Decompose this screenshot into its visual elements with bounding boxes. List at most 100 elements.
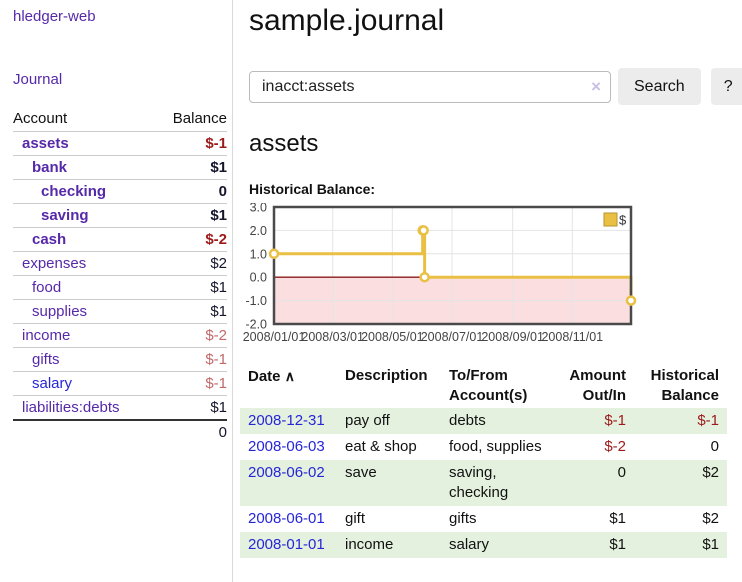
account-link-income[interactable]: income xyxy=(22,327,71,344)
account-link-supplies[interactable]: supplies xyxy=(32,303,88,320)
search-input[interactable] xyxy=(249,70,611,103)
search-box: × xyxy=(249,70,611,103)
account-row: bank $1 xyxy=(13,155,227,180)
transaction-amount: $-2 xyxy=(604,438,626,455)
account-row: checking 0 xyxy=(13,179,227,204)
transaction-description: eat & shop xyxy=(345,438,417,455)
svg-text:-1.0: -1.0 xyxy=(245,294,267,308)
transaction-row: 2008-06-02 save saving, checking 0 $2 xyxy=(240,460,727,506)
register-table: Date ∧ Description To/From Account(s) Am… xyxy=(240,364,727,558)
search-button[interactable]: Search xyxy=(618,68,701,105)
transaction-amount: 0 xyxy=(617,464,626,481)
transaction-description: income xyxy=(345,536,394,553)
account-link-salary[interactable]: salary xyxy=(32,375,73,392)
transaction-balance: $2 xyxy=(702,464,719,481)
account-balance: 0 xyxy=(143,179,227,204)
account-link-gifts[interactable]: gifts xyxy=(32,351,60,368)
transaction-balance: $1 xyxy=(702,536,719,553)
account-row: salary $-1 xyxy=(13,371,227,396)
account-balance: $1 xyxy=(143,155,227,180)
register-header-tofrom: To/From Account(s) xyxy=(449,367,528,404)
svg-text:-2.0: -2.0 xyxy=(245,318,267,332)
account-row: saving $1 xyxy=(13,203,227,228)
svg-text:2008/09/01: 2008/09/01 xyxy=(481,330,544,344)
account-balance: $-1 xyxy=(143,371,227,396)
account-row: gifts $-1 xyxy=(13,347,227,372)
account-row: supplies $1 xyxy=(13,299,227,324)
accounts-header-balance: Balance xyxy=(172,110,227,127)
transaction-tofrom: food, supplies xyxy=(449,438,542,455)
account-balance: $2 xyxy=(143,251,227,276)
account-link-bank[interactable]: bank xyxy=(32,159,68,176)
transaction-balance: $2 xyxy=(702,510,719,527)
historical-balance-chart: $3.0 2.0 1.0 0.0 -1.0 -2.02008/01/012008/03/0… xyxy=(243,203,637,344)
transaction-tofrom: debts xyxy=(449,412,486,429)
transaction-tofrom: salary xyxy=(449,536,490,553)
svg-text:2008/01/01: 2008/01/01 xyxy=(243,330,306,344)
account-link-cash[interactable]: cash xyxy=(32,231,67,248)
transaction-tofrom: saving, checking xyxy=(449,464,509,501)
register-header-row: Date ∧ Description To/From Account(s) Am… xyxy=(240,364,727,408)
account-link-saving[interactable]: saving xyxy=(41,207,89,224)
account-link-assets[interactable]: assets xyxy=(22,135,69,152)
help-button[interactable]: ? xyxy=(710,68,742,105)
search-form: × Search ? xyxy=(249,68,742,105)
page-title: sample.journal xyxy=(249,4,445,37)
transaction-date-link[interactable]: 2008-06-01 xyxy=(248,510,325,527)
accounts-header-row: Account Balance xyxy=(13,108,227,132)
accounts-total-value: 0 xyxy=(143,419,227,444)
accounts-header-account: Account xyxy=(13,110,68,127)
account-balance: $-2 xyxy=(143,323,227,348)
transaction-description: gift xyxy=(345,510,366,527)
sidebar-item-journal[interactable]: Journal xyxy=(13,71,63,88)
svg-text:$: $ xyxy=(619,213,627,228)
account-balance: $1 xyxy=(143,395,227,420)
account-balance: $1 xyxy=(143,203,227,228)
svg-text:2008/05/01: 2008/05/01 xyxy=(361,330,424,344)
account-row: assets $-1 xyxy=(13,131,227,156)
transaction-amount: $1 xyxy=(609,510,626,527)
main-pane: sample.journal × Search ? assets Histori… xyxy=(233,0,742,582)
transaction-amount: $1 xyxy=(609,536,626,553)
account-balance: $-1 xyxy=(143,347,227,372)
transaction-row: 2008-06-01 gift gifts $1 $2 xyxy=(240,506,727,532)
account-balance: $1 xyxy=(143,275,227,300)
account-link-checking[interactable]: checking xyxy=(41,183,107,200)
account-row: liabilities:debts $1 xyxy=(13,395,227,420)
register-header-balance: Historical Balance xyxy=(650,367,719,404)
account-heading: assets xyxy=(249,130,319,157)
transaction-date-link[interactable]: 2008-06-03 xyxy=(248,438,325,455)
chart-title: Historical Balance: xyxy=(249,181,376,197)
account-balance: $-2 xyxy=(143,227,227,252)
brand-link[interactable]: hledger-web xyxy=(13,8,96,25)
transaction-row: 2008-06-03 eat & shop food, supplies $-2… xyxy=(240,434,727,460)
svg-text:2008/03/01: 2008/03/01 xyxy=(301,330,364,344)
transaction-date-link[interactable]: 2008-01-01 xyxy=(248,536,325,553)
transaction-row: 2008-12-31 pay off debts $-1 $-1 xyxy=(240,408,727,434)
transaction-description: save xyxy=(345,464,377,481)
transaction-row: 2008-01-01 income salary $1 $1 xyxy=(240,532,727,558)
transaction-tofrom: gifts xyxy=(449,510,477,527)
svg-text:2008/11/01: 2008/11/01 xyxy=(541,330,603,344)
transaction-date-link[interactable]: 2008-06-02 xyxy=(248,464,325,481)
transaction-balance: 0 xyxy=(710,438,719,455)
accounts-table: Account Balance assets $-1 bank $1 check… xyxy=(13,108,227,444)
accounts-total-row: 0 xyxy=(13,419,227,444)
svg-text:2008/07/01: 2008/07/01 xyxy=(421,330,484,344)
register-header-date[interactable]: Date ∧ xyxy=(248,368,295,385)
svg-text:1.0: 1.0 xyxy=(250,247,267,261)
sort-ascending-icon: ∧ xyxy=(284,368,295,384)
register-header-amount: Amount Out/In xyxy=(569,367,626,404)
account-link-food[interactable]: food xyxy=(32,279,62,296)
account-row: income $-2 xyxy=(13,323,227,348)
transaction-date-link[interactable]: 2008-12-31 xyxy=(248,412,325,429)
sidebar: hledger-web Journal Account Balance asse… xyxy=(0,0,233,582)
clear-search-icon[interactable]: × xyxy=(591,76,601,96)
account-link-expenses[interactable]: expenses xyxy=(22,255,87,272)
register-header-description: Description xyxy=(345,367,428,384)
account-link-liabilities-debts[interactable]: liabilities:debts xyxy=(22,399,120,416)
svg-text:0.0: 0.0 xyxy=(250,271,267,285)
svg-text:2.0: 2.0 xyxy=(250,224,267,238)
transaction-description: pay off xyxy=(345,412,390,429)
